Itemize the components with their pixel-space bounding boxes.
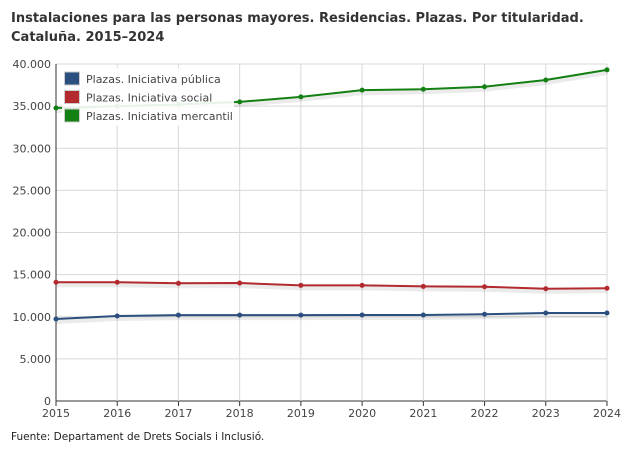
series-line-0	[55, 311, 607, 321]
y-tick-label: 15.000	[13, 269, 52, 282]
data-point	[604, 310, 610, 316]
data-point	[298, 94, 304, 100]
legend-swatch	[64, 71, 80, 86]
data-point	[114, 313, 120, 319]
data-point	[53, 279, 59, 285]
chart-title: Instalaciones para las personas mayores.…	[11, 11, 584, 45]
x-tick-label: 2018	[226, 407, 254, 420]
data-point	[237, 312, 243, 318]
data-point	[298, 282, 304, 288]
series-shadow	[55, 313, 607, 325]
legend-swatch	[64, 90, 80, 104]
data-point	[420, 86, 426, 92]
legend-box	[62, 68, 234, 126]
y-tick-label: 25.000	[13, 184, 52, 197]
y-tick-label: 35.000	[13, 100, 52, 113]
x-tick-label: 2016	[103, 407, 131, 420]
y-tick-label: 5.000	[20, 353, 52, 366]
x-tick-label: 2021	[409, 407, 437, 420]
data-point	[359, 282, 365, 288]
series-line-1	[55, 281, 608, 290]
legend-label: Plazas. Iniciativa pública	[86, 73, 221, 86]
legend-label: Plazas. Iniciativa mercantil	[86, 110, 233, 123]
data-point	[237, 99, 243, 105]
data-point	[420, 312, 426, 318]
data-point	[604, 285, 610, 291]
data-point	[114, 279, 120, 285]
data-point	[482, 311, 488, 317]
data-point	[359, 87, 365, 93]
data-point	[604, 67, 610, 73]
x-tick-label: 2024	[593, 407, 621, 420]
x-tick-label: 2019	[287, 407, 315, 420]
series-shadow	[55, 283, 608, 294]
y-tick-label: 30.000	[13, 142, 52, 155]
x-tick-label: 2017	[164, 407, 192, 420]
data-point	[543, 310, 549, 316]
x-tick-label: 2020	[348, 407, 376, 420]
y-tick-label: 10.000	[13, 311, 52, 324]
y-tick-label: 40.000	[13, 58, 52, 71]
data-point	[237, 280, 243, 286]
data-point	[53, 316, 59, 322]
data-point	[420, 283, 426, 289]
x-tick-label: 2023	[532, 407, 560, 420]
data-point	[359, 312, 365, 318]
legend-label: Plazas. Iniciativa social	[86, 92, 212, 105]
x-tick-label: 2015	[42, 407, 70, 420]
x-tick-label: 2022	[471, 407, 499, 420]
data-point	[298, 312, 304, 318]
y-tick-label: 0	[44, 395, 51, 408]
data-point	[53, 105, 59, 111]
data-point	[543, 77, 549, 83]
data-point	[175, 312, 181, 318]
source-note: Fuente: Departament de Drets Socials i I…	[11, 431, 265, 443]
data-point	[482, 284, 488, 290]
data-point	[482, 84, 488, 90]
data-point	[543, 286, 549, 292]
legend-swatch	[64, 108, 80, 123]
data-point	[175, 280, 181, 286]
y-tick-label: 20.000	[13, 227, 52, 240]
